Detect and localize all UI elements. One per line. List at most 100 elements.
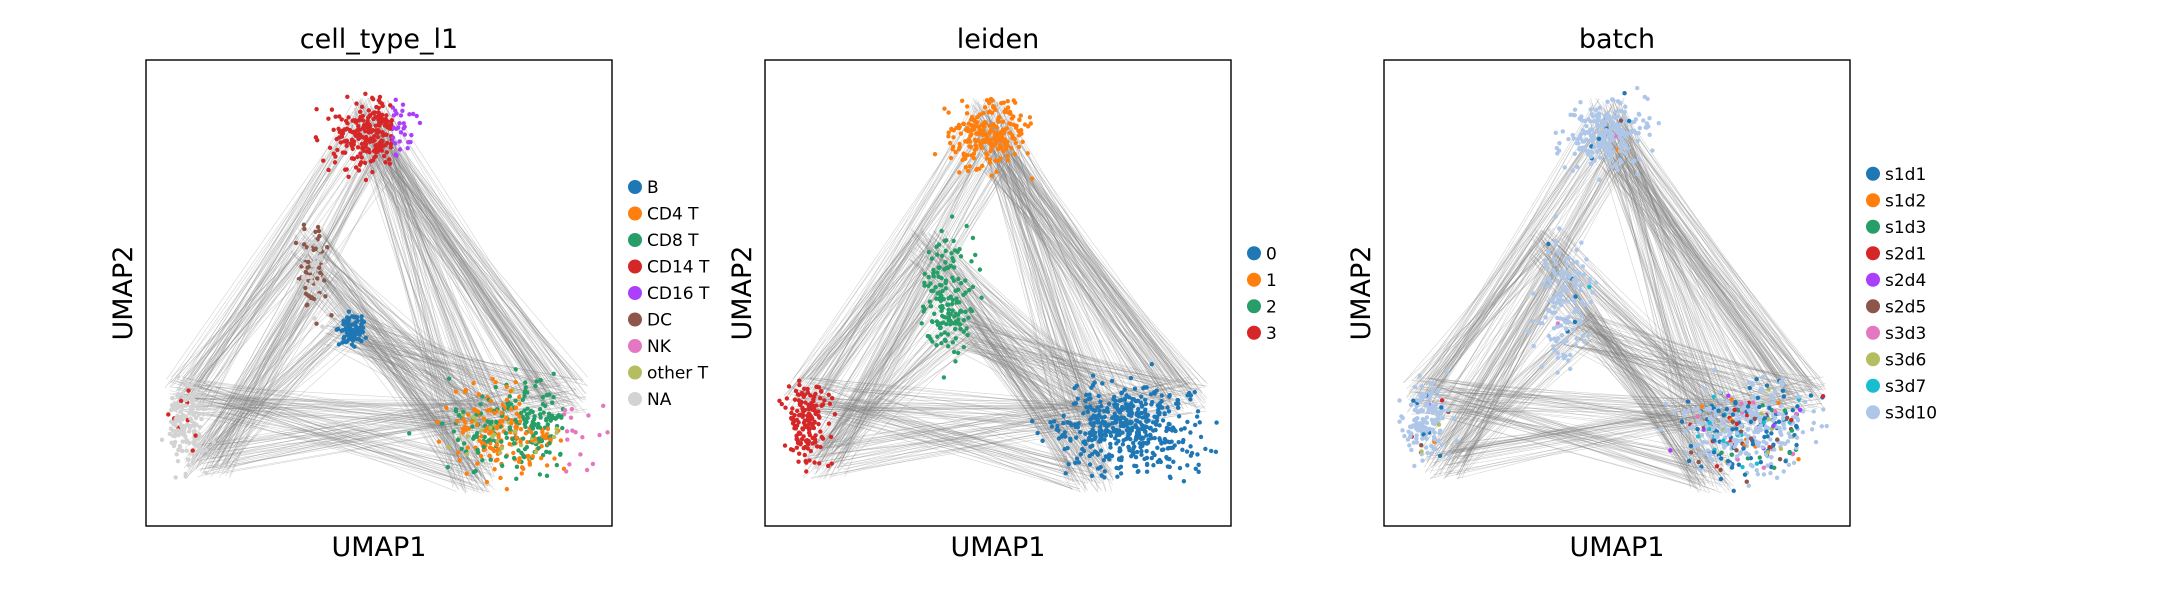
- data-point: [547, 441, 552, 446]
- graph-edge: [1416, 239, 1555, 414]
- data-point: [1788, 434, 1793, 440]
- data-point: [465, 434, 471, 439]
- data-point: [1555, 370, 1560, 375]
- data-point: [1791, 460, 1797, 466]
- graph-edge: [821, 397, 1073, 465]
- graph-edge: [841, 410, 1165, 465]
- data-point: [523, 380, 528, 385]
- data-point: [1075, 396, 1080, 401]
- data-point: [308, 286, 313, 291]
- data-point: [1423, 435, 1428, 440]
- data-point: [196, 406, 201, 411]
- data-point: [1432, 437, 1438, 442]
- graph-edge: [821, 378, 1195, 449]
- graph-edge: [1556, 285, 1688, 469]
- graph-edge: [195, 137, 391, 452]
- graph-edge: [195, 116, 358, 400]
- data-point: [961, 151, 966, 156]
- graph-edge: [990, 132, 1107, 473]
- data-point: [533, 383, 538, 389]
- data-point: [1543, 315, 1548, 320]
- graph-edge: [217, 161, 369, 475]
- graph-edge: [1619, 108, 1807, 396]
- graph-edge: [223, 320, 353, 474]
- graph-edge: [373, 167, 537, 403]
- graph-edge: [983, 145, 1143, 374]
- data-point: [398, 113, 404, 118]
- data-point: [1072, 422, 1078, 427]
- graph-edge: [1415, 391, 1724, 435]
- data-point: [1618, 100, 1623, 106]
- data-point: [1734, 417, 1739, 422]
- data-point: [988, 129, 993, 134]
- graph-edge: [1443, 240, 1557, 401]
- graph-edge: [809, 406, 1099, 412]
- data-point: [166, 412, 171, 417]
- data-point: [192, 403, 197, 409]
- data-point: [929, 319, 935, 324]
- data-point: [1626, 118, 1632, 124]
- graph-edge: [1416, 395, 1699, 469]
- graph-edge: [841, 284, 948, 465]
- legend-label: CD14 T: [647, 258, 710, 278]
- legend-marker: [1866, 378, 1880, 393]
- data-point: [959, 309, 964, 314]
- data-point: [186, 462, 191, 468]
- data-point: [1076, 460, 1082, 465]
- data-point: [1682, 413, 1687, 418]
- graph-edge: [921, 233, 1094, 482]
- graph-edge: [793, 391, 1103, 471]
- data-point: [1445, 407, 1451, 413]
- data-point: [1099, 403, 1104, 409]
- data-point: [1131, 450, 1137, 455]
- graph-edge: [1001, 103, 1107, 491]
- data-point: [1152, 390, 1157, 395]
- graph-edge: [965, 338, 1184, 393]
- graph-edge: [1603, 137, 1793, 386]
- data-point: [967, 164, 973, 169]
- graph-edge: [927, 275, 1113, 471]
- graph-edge: [311, 233, 488, 491]
- data-point: [530, 454, 535, 459]
- graph-edge: [1446, 322, 1589, 477]
- data-point: [951, 135, 956, 140]
- data-point: [1730, 427, 1735, 432]
- graph-edge: [962, 339, 1114, 417]
- graph-edge: [1588, 348, 1794, 393]
- data-point: [1143, 441, 1149, 446]
- graph-edge: [360, 138, 584, 403]
- graph-edge: [314, 242, 492, 427]
- data-point: [530, 426, 536, 431]
- legend-item: s3d10: [1866, 403, 1937, 423]
- graph-edge: [797, 399, 1114, 402]
- graph-edge: [205, 170, 366, 455]
- graph-edge: [354, 108, 478, 468]
- data-point: [1167, 392, 1172, 398]
- graph-edge: [823, 163, 1011, 452]
- data-point: [1412, 407, 1417, 413]
- graph-edge: [1418, 402, 1703, 481]
- graph-edge: [198, 325, 343, 445]
- graph-edge: [1590, 123, 1692, 463]
- graph-edge: [183, 131, 387, 408]
- graph-edge: [313, 241, 482, 484]
- data-point: [1035, 430, 1040, 436]
- data-point: [1433, 402, 1439, 408]
- data-point: [1083, 398, 1088, 404]
- graph-edge: [340, 332, 574, 403]
- graph-edge: [803, 158, 987, 452]
- data-point: [797, 382, 802, 388]
- data-point: [540, 433, 545, 439]
- data-point: [343, 319, 349, 324]
- legend-item: s2d1: [1866, 244, 1926, 264]
- data-point: [817, 461, 822, 466]
- graph-edge: [199, 404, 499, 421]
- data-point: [375, 134, 381, 140]
- graph-edge: [795, 397, 1088, 465]
- graph-edge: [993, 165, 1208, 384]
- graph-edge: [1444, 159, 1603, 479]
- data-point: [1444, 370, 1449, 375]
- data-point: [1542, 258, 1547, 263]
- data-point: [1061, 413, 1066, 419]
